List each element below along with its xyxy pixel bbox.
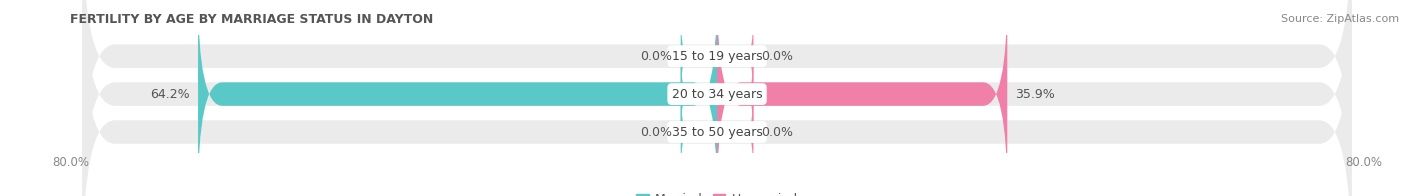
FancyBboxPatch shape [717,0,1007,196]
Text: 35.9%: 35.9% [1015,88,1054,101]
Text: 0.0%: 0.0% [641,125,672,139]
FancyBboxPatch shape [83,0,1351,196]
FancyBboxPatch shape [717,84,754,180]
FancyBboxPatch shape [681,8,717,104]
Text: 20 to 34 years: 20 to 34 years [672,88,762,101]
FancyBboxPatch shape [83,0,1351,196]
FancyBboxPatch shape [717,46,754,142]
FancyBboxPatch shape [83,0,1351,196]
Legend: Married, Unmarried: Married, Unmarried [631,188,803,196]
Text: 64.2%: 64.2% [150,88,190,101]
Text: Source: ZipAtlas.com: Source: ZipAtlas.com [1281,14,1399,24]
FancyBboxPatch shape [198,0,717,196]
Text: FERTILITY BY AGE BY MARRIAGE STATUS IN DAYTON: FERTILITY BY AGE BY MARRIAGE STATUS IN D… [70,13,433,26]
Text: 0.0%: 0.0% [762,50,793,63]
FancyBboxPatch shape [681,84,717,180]
FancyBboxPatch shape [681,46,717,142]
Text: 0.0%: 0.0% [641,50,672,63]
FancyBboxPatch shape [717,8,754,104]
Text: 0.0%: 0.0% [762,125,793,139]
Text: 35 to 50 years: 35 to 50 years [672,125,762,139]
Text: 15 to 19 years: 15 to 19 years [672,50,762,63]
